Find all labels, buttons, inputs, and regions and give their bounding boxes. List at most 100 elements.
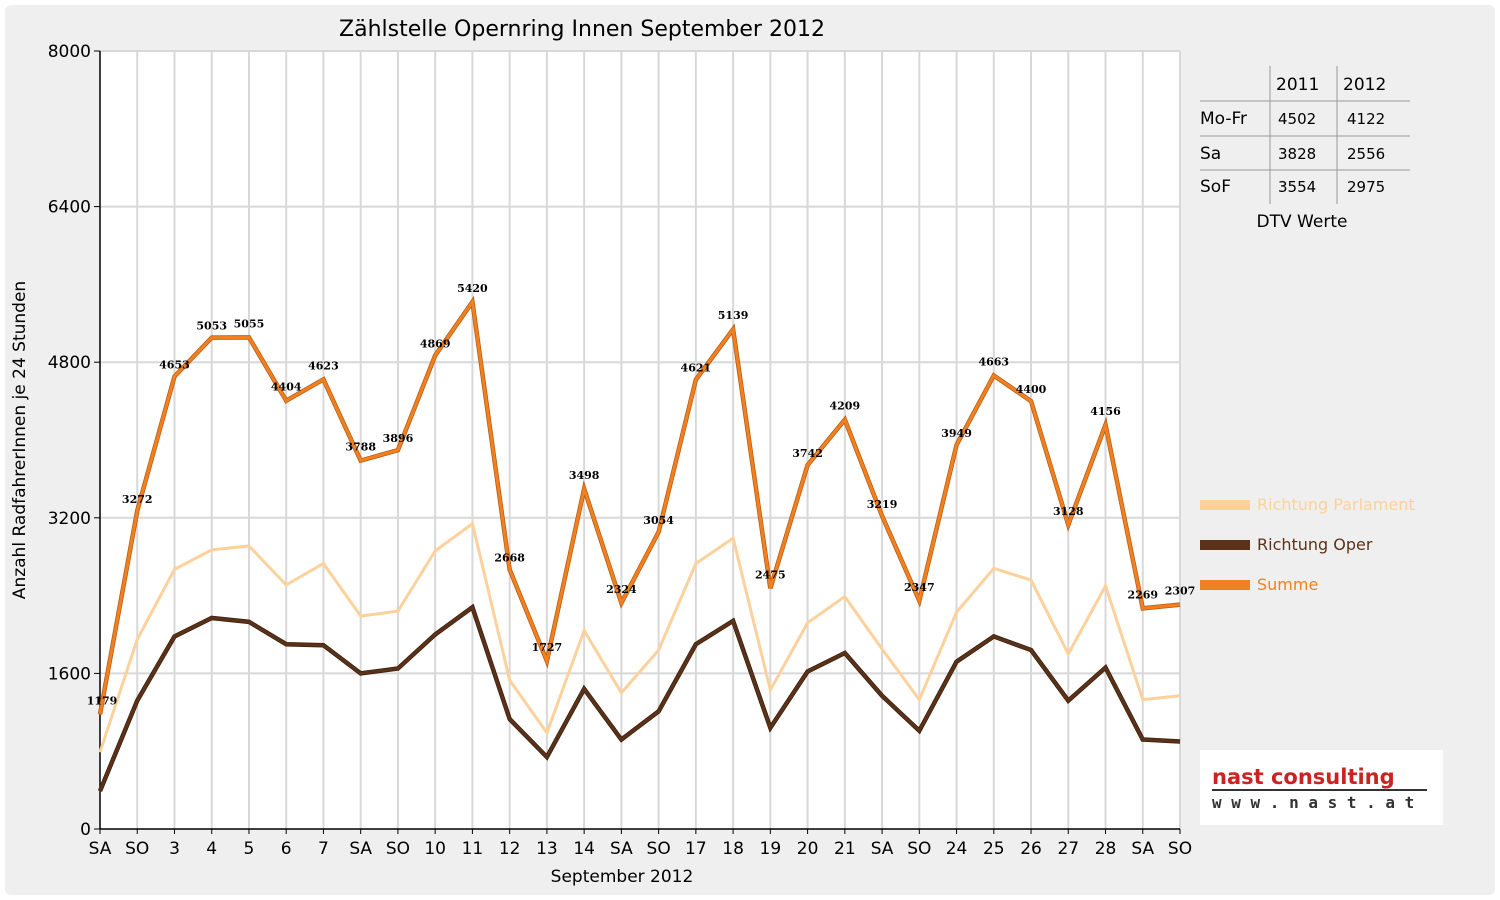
x-tick-label: 19 [760, 839, 782, 859]
logo-name: nast consulting [1212, 765, 1395, 789]
data-label: 4623 [308, 359, 339, 372]
x-tick-label: 13 [536, 839, 558, 859]
x-tick-label: SO [125, 839, 149, 859]
x-axis-label: September 2012 [551, 867, 694, 887]
y-axis-label: Anzahl RadfahrerInnen je 24 Stunden [10, 281, 30, 599]
legend: Richtung Parlament Richtung Oper Summe [1200, 495, 1415, 594]
x-tick-label: SO [1168, 839, 1192, 859]
series-line-richtung-oper [98, 604, 1181, 792]
legend-label-parlament: Richtung Parlament [1257, 495, 1415, 514]
data-label: 3219 [867, 498, 898, 511]
data-label: 4404 [271, 381, 302, 394]
axis-layer: 0 1600 3200 4800 6400 8000 SA SO 3 4 5 6 7 SA SO 10 11 12… [48, 42, 1192, 859]
series-line-summe [98, 297, 1181, 715]
x-tick-label: SA [349, 839, 372, 859]
y-tick-label: 0 [80, 820, 91, 840]
data-label: 4663 [978, 356, 1009, 369]
x-tick-label: SO [907, 839, 931, 859]
dtv-table: 2011 2012 Mo-Fr 4502 4122 Sa 3828 2556 S… [1200, 66, 1410, 232]
data-label: 1727 [532, 641, 563, 654]
data-label: 3128 [1053, 505, 1084, 518]
data-label: 2668 [494, 552, 525, 565]
x-tick-label: 18 [722, 839, 744, 859]
legend-label-oper: Richtung Oper [1257, 535, 1373, 554]
data-label: 3498 [569, 469, 600, 482]
data-label: 3788 [345, 441, 376, 454]
dtv-cell: 4122 [1347, 110, 1385, 128]
data-label: 3949 [941, 427, 972, 440]
company-logo: nast consulting w w w . n a s t . a t [1200, 750, 1443, 825]
dtv-cell: 2975 [1347, 178, 1385, 196]
x-tick-label: 27 [1057, 839, 1079, 859]
data-label-layer: 1179 3272 4653 5053 5055 4404 4623 3788 3896 4869… [87, 282, 1196, 707]
legend-label-summe: Summe [1257, 575, 1318, 594]
x-tick-label: 24 [946, 839, 968, 859]
dtv-cell: 3554 [1278, 178, 1316, 196]
data-label: 3054 [643, 514, 674, 527]
x-tick-label: 3 [169, 839, 180, 859]
x-tick-label: 7 [318, 839, 329, 859]
data-label: 4209 [830, 400, 861, 413]
x-tick-label: SO [647, 839, 671, 859]
dtv-cell: 3828 [1278, 145, 1316, 163]
x-tick-label: 28 [1095, 839, 1117, 859]
x-tick-label: 5 [244, 839, 255, 859]
data-label: 2307 [1165, 585, 1196, 598]
data-label: 4869 [420, 337, 451, 350]
data-label: 2324 [606, 583, 637, 596]
data-label: 4653 [159, 358, 190, 371]
x-tick-label: 21 [834, 839, 856, 859]
data-label: 4400 [1016, 383, 1047, 396]
data-label: 1179 [87, 694, 118, 707]
data-label: 2475 [755, 568, 786, 581]
x-tick-label: SO [386, 839, 410, 859]
x-tick-label: 17 [685, 839, 707, 859]
y-tick-label: 4800 [48, 353, 91, 373]
y-tick-label: 6400 [48, 198, 91, 218]
y-tick-label: 1600 [48, 664, 91, 684]
svg-text:nast consulting: nast consulting [1212, 765, 1395, 789]
x-tick-label: SA [871, 839, 894, 859]
chart-title: Zählstelle Opernring Innen September 201… [339, 17, 825, 42]
dtv-header-2011: 2011 [1276, 75, 1319, 95]
plot-background [100, 51, 1180, 829]
data-label: 5139 [718, 309, 749, 322]
dtv-row-label: Mo-Fr [1200, 109, 1247, 129]
dtv-cell: 2556 [1347, 145, 1385, 163]
x-tick-label: 4 [206, 839, 217, 859]
legend-swatch-parlament [1200, 500, 1250, 510]
series-layer [97, 295, 1181, 792]
x-tick-label: 11 [462, 839, 484, 859]
data-label: 3896 [383, 432, 414, 445]
y-tick-label: 3200 [48, 509, 91, 529]
x-tick-label: SA [1131, 839, 1154, 859]
data-label: 2269 [1127, 588, 1158, 601]
data-label: 3272 [122, 493, 153, 506]
grid-layer [100, 50, 1181, 829]
x-tick-label: 10 [424, 839, 446, 859]
dtv-row-label: SoF [1200, 177, 1231, 197]
data-label: 3742 [792, 447, 823, 460]
data-label: 2347 [904, 581, 935, 594]
data-label: 4621 [681, 362, 712, 375]
data-label: 5420 [457, 282, 488, 295]
dtv-header-2012: 2012 [1343, 75, 1386, 95]
data-label: 4156 [1090, 405, 1121, 418]
legend-swatch-summe [1200, 580, 1250, 590]
logo-url: w w w . n a s t . a t [1212, 793, 1414, 812]
dtv-caption: DTV Werte [1257, 212, 1348, 232]
x-tick-label: SA [610, 839, 633, 859]
data-label: 5055 [234, 317, 265, 330]
y-tick-label: 8000 [48, 42, 91, 62]
x-tick-label: SA [89, 839, 112, 859]
dtv-cell: 4502 [1278, 110, 1316, 128]
x-tick-label: 14 [573, 839, 595, 859]
series-line-richtung-parlament [98, 521, 1181, 753]
x-tick-label: 25 [983, 839, 1005, 859]
data-label: 5053 [196, 320, 227, 333]
x-tick-label: 20 [797, 839, 819, 859]
x-tick-label: 6 [281, 839, 292, 859]
dtv-row-label: Sa [1200, 144, 1221, 164]
x-tick-label: 12 [499, 839, 521, 859]
